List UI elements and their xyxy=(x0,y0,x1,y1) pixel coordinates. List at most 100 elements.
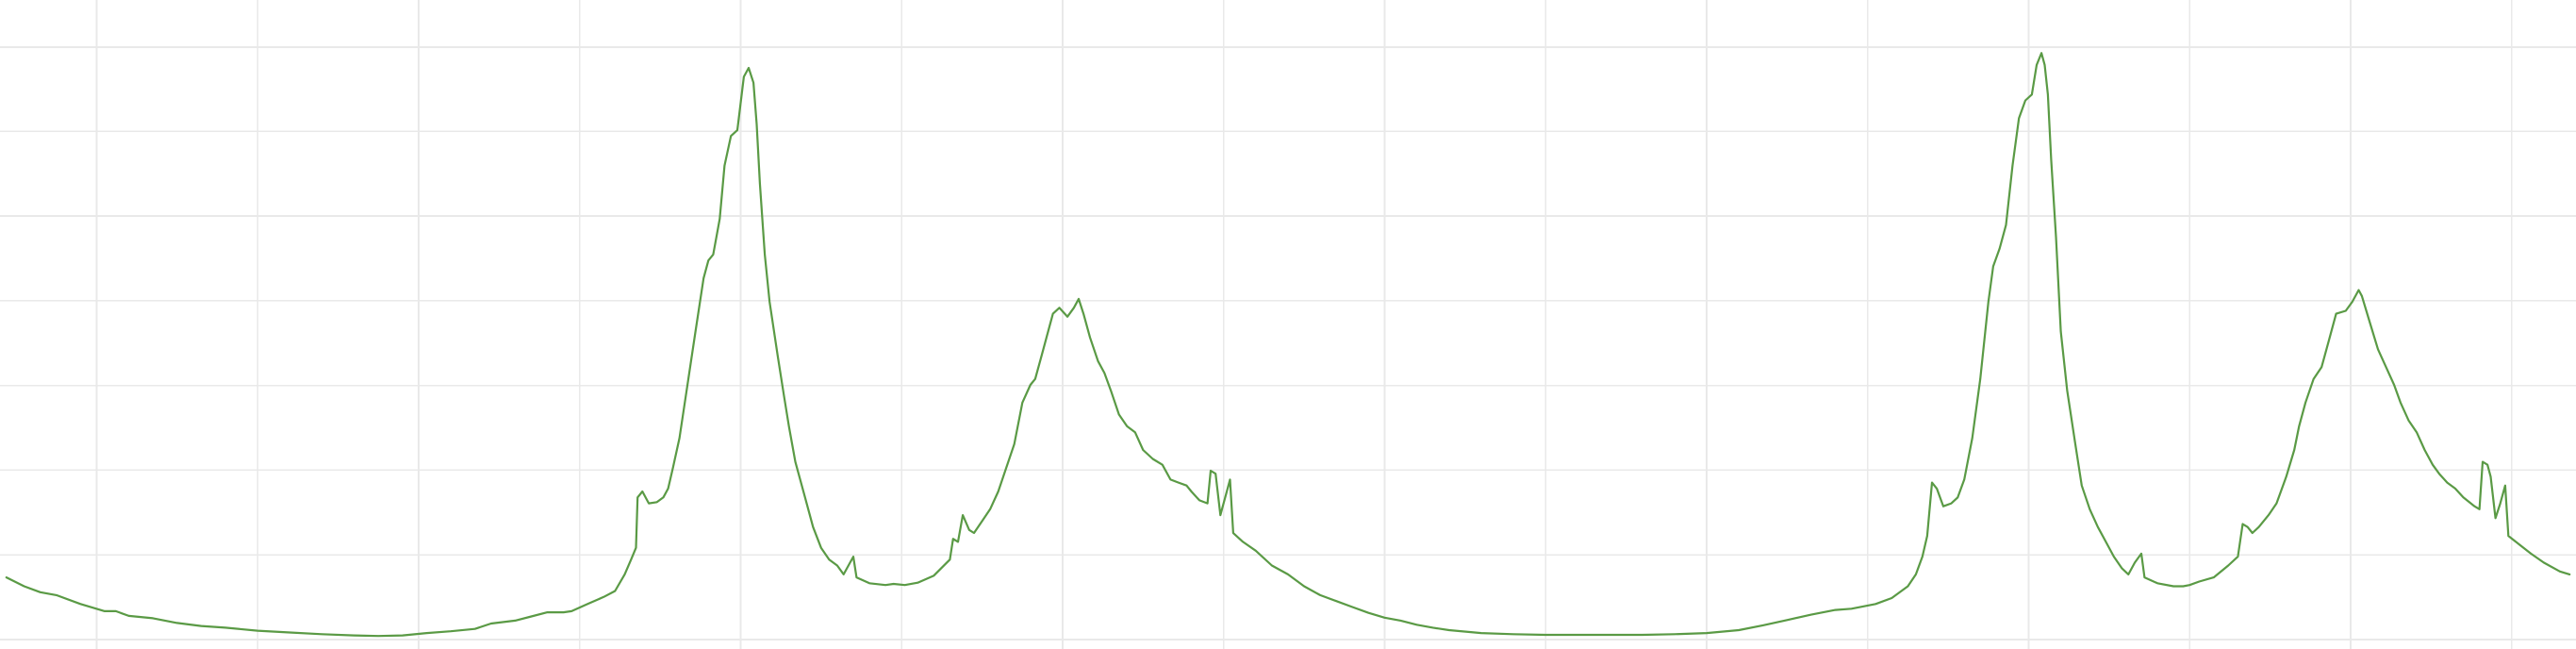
data-point-0-184 xyxy=(2127,574,2129,575)
data-point-0-40 xyxy=(679,438,681,440)
data-point-0-32 xyxy=(636,547,637,549)
data-point-0-100 xyxy=(1110,390,1112,391)
data-point-0-84 xyxy=(1005,467,1007,469)
data-point-0-14 xyxy=(322,633,323,635)
data-point-0-110 xyxy=(1191,491,1193,492)
data-point-0-224 xyxy=(2446,482,2448,484)
data-point-0-165 xyxy=(2011,165,2013,167)
data-point-0-128 xyxy=(1384,617,1386,619)
data-point-0-155 xyxy=(1942,506,1944,508)
data-point-0-170 xyxy=(2040,52,2042,54)
data-point-0-49 xyxy=(736,129,738,131)
series-group xyxy=(5,52,2571,638)
data-point-0-116 xyxy=(1226,491,1228,492)
data-point-0-65 xyxy=(836,565,838,567)
data-point-0-140 xyxy=(1706,632,1708,634)
data-point-0-233 xyxy=(2500,503,2502,505)
data-point-0-207 xyxy=(2320,366,2322,368)
data-point-0-63 xyxy=(820,547,822,549)
data-point-0-196 xyxy=(2242,524,2244,525)
data-point-0-56 xyxy=(768,301,770,303)
data-point-0-185 xyxy=(2134,561,2136,563)
data-point-0-46 xyxy=(718,218,720,220)
data-point-0-68 xyxy=(855,576,857,578)
data-point-0-31 xyxy=(630,558,632,560)
data-point-0-192 xyxy=(2198,581,2200,583)
data-point-0-58 xyxy=(784,396,785,398)
data-point-0-240 xyxy=(2568,574,2570,575)
data-point-0-166 xyxy=(2018,117,2020,119)
data-point-0-169 xyxy=(2036,64,2038,66)
data-point-0-3 xyxy=(56,594,58,596)
data-point-0-13 xyxy=(289,632,290,634)
data-point-0-109 xyxy=(1185,485,1187,487)
data-point-0-144 xyxy=(1810,614,1812,616)
data-point-0-4 xyxy=(79,603,81,605)
data-point-0-135 xyxy=(1544,634,1546,636)
data-point-0-145 xyxy=(1835,609,1837,611)
data-point-0-9 xyxy=(176,622,178,624)
data-point-0-96 xyxy=(1082,313,1084,315)
data-point-0-217 xyxy=(2393,384,2395,386)
data-point-0-136 xyxy=(1577,634,1578,636)
data-point-0-206 xyxy=(2313,378,2315,380)
data-point-0-157 xyxy=(1957,496,1958,498)
data-point-0-175 xyxy=(2060,330,2062,332)
data-point-0-71 xyxy=(893,583,895,585)
data-point-0-227 xyxy=(2473,506,2475,508)
data-point-0-193 xyxy=(2213,576,2215,578)
data-point-0-16 xyxy=(377,635,379,637)
data-point-0-83 xyxy=(998,491,999,492)
data-point-0-37 xyxy=(663,496,665,498)
data-point-0-156 xyxy=(1951,503,1953,505)
data-point-0-19 xyxy=(450,630,452,632)
data-point-0-223 xyxy=(2438,473,2440,474)
data-point-0-24 xyxy=(547,611,549,613)
data-point-0-111 xyxy=(1198,499,1200,501)
data-point-0-212 xyxy=(2358,290,2360,291)
data-point-0-87 xyxy=(1030,384,1032,386)
data-point-0-173 xyxy=(2050,158,2052,160)
data-point-0-102 xyxy=(1126,425,1128,427)
data-point-0-186 xyxy=(2140,553,2142,555)
data-point-0-66 xyxy=(843,574,845,575)
data-point-0-101 xyxy=(1118,413,1120,415)
data-point-0-172 xyxy=(2047,93,2049,95)
data-point-0-213 xyxy=(2361,295,2363,297)
data-point-0-15 xyxy=(354,635,355,637)
data-point-0-191 xyxy=(2188,584,2190,586)
data-point-0-26 xyxy=(570,610,572,612)
data-point-0-75 xyxy=(949,558,950,560)
data-point-0-34 xyxy=(641,491,643,492)
data-point-0-105 xyxy=(1152,458,1154,460)
data-point-0-124 xyxy=(1319,594,1321,596)
data-point-0-17 xyxy=(402,635,404,637)
data-point-0-67 xyxy=(852,556,854,557)
data-point-0-208 xyxy=(2329,337,2331,339)
data-point-0-168 xyxy=(2031,93,2033,95)
data-point-0-179 xyxy=(2089,508,2090,510)
data-point-0-177 xyxy=(2074,443,2076,445)
data-point-0-202 xyxy=(2286,475,2287,477)
data-point-0-178 xyxy=(2081,485,2083,487)
data-point-0-141 xyxy=(1738,629,1740,631)
data-point-0-98 xyxy=(1098,360,1099,362)
data-point-0-81 xyxy=(982,520,983,522)
data-point-0-149 xyxy=(1907,586,1908,588)
data-point-0-121 xyxy=(1271,565,1273,567)
data-point-0-199 xyxy=(2258,526,2260,528)
data-point-0-203 xyxy=(2293,449,2295,451)
data-point-0-69 xyxy=(868,582,870,584)
data-point-0-64 xyxy=(828,558,830,560)
data-point-0-174 xyxy=(2056,236,2057,238)
data-point-0-201 xyxy=(2275,503,2277,505)
data-point-0-80 xyxy=(973,532,975,534)
data-point-0-42 xyxy=(695,330,697,332)
data-point-0-1 xyxy=(24,586,25,588)
data-point-0-25 xyxy=(563,611,565,613)
data-point-0-215 xyxy=(2377,348,2379,350)
data-point-0-200 xyxy=(2268,514,2270,516)
data-point-0-36 xyxy=(656,501,658,503)
